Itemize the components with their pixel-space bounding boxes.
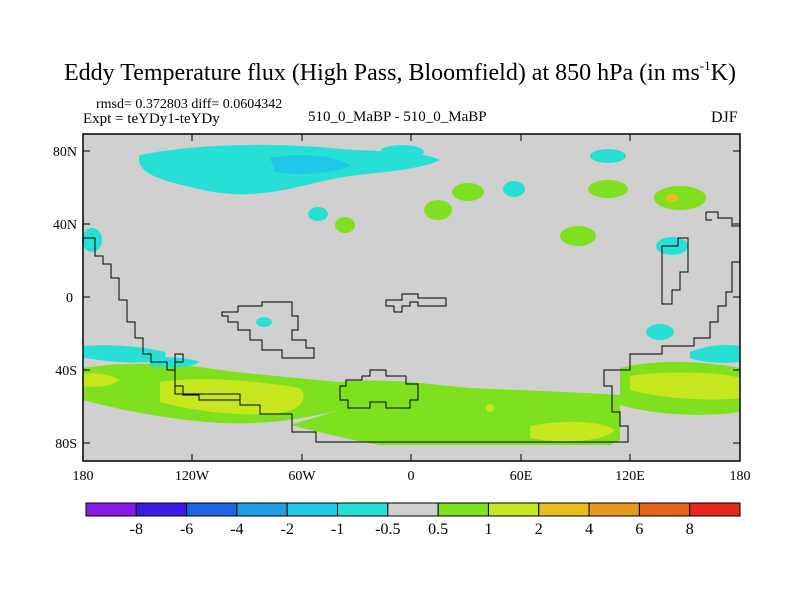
x-label-0: 0 [408,469,415,484]
land-outline-west [83,237,740,443]
continent-outlines [83,211,740,443]
x-axis-labels: 180 120W 60W 0 60E 120E 180 [73,469,751,484]
x-label-60w: 60W [288,469,316,484]
yellow-patch-east [630,372,740,400]
colorbar-label: -1 [331,521,344,538]
colorbar-label: 4 [585,521,593,538]
colorbar-label: 0.5 [428,521,448,538]
spot-north-africa [452,183,484,201]
africa-outline [385,293,447,313]
spot-north-pacific-core [665,194,679,202]
colorbar-label: 2 [535,521,543,538]
comparison-label: 510_0_MaBP - 510_0_MaBP [308,109,487,125]
x-label-120e: 120E [615,469,645,484]
colorbar-swatch [286,502,339,517]
colorbar-swatch [337,502,389,517]
colorbar-label: -0.5 [375,521,400,538]
x-label-120w: 120W [175,469,210,484]
colorbar-swatch [135,502,188,517]
colorbar-swatch [437,502,489,517]
yellow-patch-west [160,379,304,415]
x-label-60e: 60E [510,469,533,484]
x-label-180-right: 180 [730,469,751,484]
spot-indian-ocean [486,404,494,412]
yellow-patch-south [530,421,615,442]
colorbar-label: 8 [686,521,694,538]
map-title: Eddy Temperature flux (High Pass, Bloomf… [64,58,736,86]
spot-west-europe-neg [308,207,328,221]
map-plot-area [82,133,741,462]
south-pacific-neg-west [83,345,166,363]
colorbar-swatch [538,502,590,517]
colorbar-label: -4 [230,521,243,538]
colorbar-swatch [588,502,640,517]
colorbar-swatch [638,502,691,517]
arctic-band-dark [270,155,350,174]
northeast-outline [705,211,740,227]
spot-siberia [588,180,628,198]
colorbar-swatch [689,502,741,517]
experiment-line: Expt = teYDy1-teYDy [83,111,220,127]
stats-line: rmsd= 0.372803 diff= 0.0604342 [96,97,283,112]
spot-north-atlantic-neg [380,145,424,159]
spot-tropic-neg [256,317,272,327]
south-pacific-neg-east [690,344,740,363]
season-label: DJF [711,109,738,126]
y-axis-labels: 80N 40N 0 40S 80S [53,145,77,452]
y-label-0: 0 [66,291,73,306]
yellow-patch-far-west [83,373,120,387]
spot-mid-atlantic [335,217,355,233]
colorbar-swatch [487,502,540,517]
south-indian-neg [646,324,674,340]
colorbar-label: 1 [484,521,492,538]
land-outline-southern-interior [174,386,241,400]
y-label-80s: 80S [55,437,77,452]
spot-north-pacific [654,186,706,210]
positive-flux-regions [83,180,740,445]
axis-ticks [83,134,740,461]
land-outline-west-coast [174,353,184,386]
y-label-40n: 40N [53,218,77,233]
colorbar-label: -6 [180,521,193,538]
colorbar-label: 6 [635,521,643,538]
south-america-outline [221,301,315,359]
x-label-180-left: 180 [73,469,94,484]
colorbar-label: -8 [130,521,143,538]
colorbar-label: -2 [281,521,294,538]
colorbar-swatch [387,502,439,517]
y-label-40s: 40S [55,364,77,379]
spot-east-asia [560,226,596,246]
east-asia-outline [661,237,689,305]
antarctic-peninsula-outline [339,369,419,409]
spot-n-atlantic [424,200,452,220]
colorbar-swatch [236,502,288,517]
colorbar-swatch [186,502,238,517]
spot-far-west-neg [82,228,102,252]
colorbar-labels: -8 -6 -4 -2 -1 -0.5 0.5 1 2 4 6 8 [130,521,694,538]
negative-flux-regions [82,144,740,368]
colorbar [85,502,741,517]
spot-siberia-neg [590,149,626,163]
y-label-80n: 80N [53,145,77,160]
spot-nw-pacific-neg [503,181,525,197]
colorbar-swatch [85,502,137,517]
